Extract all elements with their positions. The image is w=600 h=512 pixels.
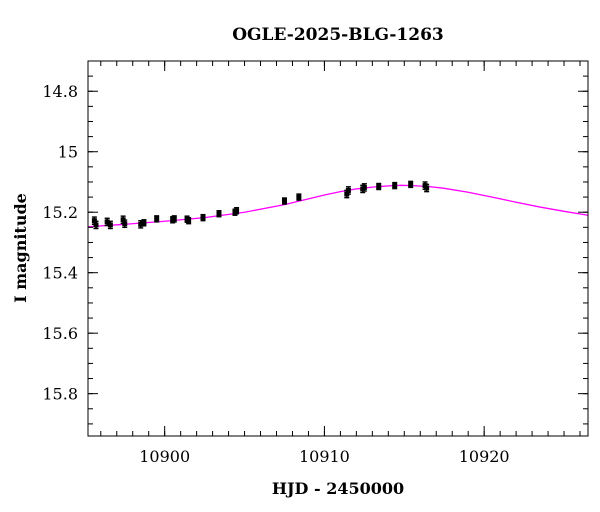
data-marker bbox=[424, 185, 430, 191]
y-tick-label: 15.8 bbox=[42, 385, 78, 404]
data-marker bbox=[141, 220, 147, 226]
data-marker bbox=[154, 216, 160, 222]
data-point bbox=[154, 215, 160, 223]
data-marker bbox=[104, 219, 110, 225]
y-tick-label: 15.6 bbox=[42, 324, 78, 343]
data-point bbox=[296, 193, 302, 201]
data-point bbox=[361, 183, 367, 192]
data-marker bbox=[361, 184, 367, 190]
data-point bbox=[234, 206, 240, 215]
data-marker bbox=[138, 221, 144, 227]
data-marker bbox=[171, 216, 177, 222]
data-point bbox=[281, 197, 287, 205]
x-tick-label: 10910 bbox=[299, 447, 350, 466]
data-point bbox=[216, 209, 222, 218]
data-point bbox=[122, 219, 128, 229]
data-point bbox=[171, 215, 177, 223]
data-point bbox=[107, 220, 113, 230]
data-point bbox=[392, 181, 398, 190]
x-tick-label: 10900 bbox=[139, 447, 190, 466]
y-tick-label: 14.8 bbox=[42, 82, 78, 101]
data-marker bbox=[216, 211, 222, 217]
data-marker bbox=[345, 187, 351, 193]
axis-ticks: 10900 10910 10920 14.8 15 15.2 15.4 15.6 15.8 bbox=[42, 60, 588, 466]
data-point bbox=[345, 186, 351, 195]
x-tick-label: 10920 bbox=[459, 447, 510, 466]
data-point bbox=[141, 219, 147, 227]
data-point bbox=[200, 213, 206, 222]
chart-title: OGLE-2025-BLG-1263 bbox=[232, 25, 444, 45]
data-point bbox=[186, 216, 192, 225]
data-marker bbox=[234, 208, 240, 214]
data-marker bbox=[296, 194, 302, 200]
data-point bbox=[93, 220, 99, 230]
data-point bbox=[424, 183, 430, 193]
y-axis-label: I magnitude bbox=[11, 193, 30, 303]
data-marker bbox=[186, 218, 192, 224]
y-tick-label: 15 bbox=[58, 143, 78, 162]
data-marker bbox=[376, 184, 382, 190]
y-tick-label: 15.2 bbox=[42, 203, 78, 222]
data-marker bbox=[122, 221, 128, 227]
plot-frame bbox=[87, 60, 589, 437]
plot-area bbox=[88, 180, 588, 230]
y-tick-label: 15.4 bbox=[42, 264, 78, 283]
data-marker bbox=[200, 215, 206, 221]
data-marker bbox=[408, 181, 414, 187]
data-marker bbox=[281, 198, 287, 204]
model-curve bbox=[88, 184, 588, 228]
data-marker bbox=[93, 222, 99, 228]
x-axis-label: HJD - 2450000 bbox=[272, 479, 404, 498]
data-marker bbox=[392, 183, 398, 189]
data-point bbox=[376, 182, 382, 191]
data-point bbox=[408, 180, 414, 189]
data-marker bbox=[107, 222, 113, 228]
